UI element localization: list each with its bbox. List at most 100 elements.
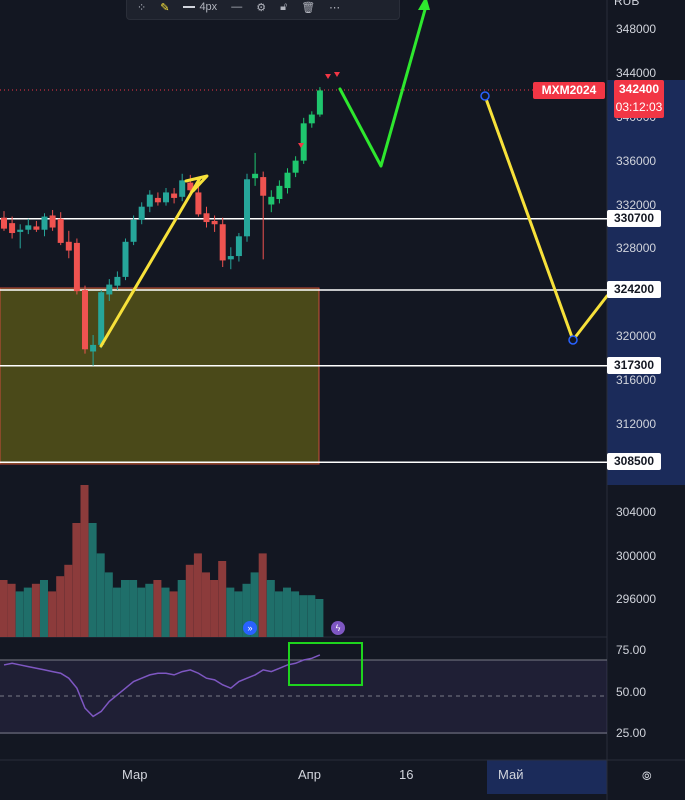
- time-axis-tick: Апр: [298, 767, 321, 782]
- candle-body[interactable]: [203, 213, 210, 223]
- candle-body[interactable]: [195, 192, 202, 215]
- more-icon[interactable]: ⋯: [329, 1, 341, 14]
- volume-bar: [145, 583, 154, 637]
- zigzag-handle[interactable]: [480, 91, 490, 101]
- candle-body[interactable]: [252, 173, 259, 179]
- candle-body[interactable]: [1, 217, 7, 229]
- candle-body[interactable]: [308, 114, 315, 124]
- candle-body[interactable]: [130, 219, 137, 242]
- candle-body[interactable]: [219, 224, 226, 261]
- rsi-axis-tick: 75.00: [616, 643, 647, 657]
- last-price: 342400: [618, 82, 660, 96]
- volume-bar: [56, 576, 65, 637]
- rsi-highlight-box[interactable]: [288, 642, 363, 686]
- candle-body[interactable]: [82, 290, 88, 350]
- candle-body[interactable]: [114, 276, 121, 286]
- last-price-tag: 342400 03:12:03: [614, 80, 664, 118]
- candle-body[interactable]: [73, 242, 80, 292]
- dividends-icon[interactable]: »: [243, 621, 257, 635]
- volume-bar: [31, 583, 40, 637]
- candle-body[interactable]: [268, 196, 275, 205]
- grid-icon[interactable]: ⁘: [137, 1, 147, 14]
- events-icon[interactable]: ϟ: [331, 621, 345, 635]
- volume-bar: [250, 572, 259, 637]
- rsi-line: [3, 654, 321, 718]
- volume-bar: [7, 583, 16, 637]
- volume-bar: [169, 591, 178, 637]
- volume-bar: [96, 553, 105, 637]
- signal-markers: [298, 72, 340, 148]
- rsi-band: [0, 660, 607, 734]
- settings-icon[interactable]: ⚙: [256, 1, 267, 14]
- candle-body[interactable]: [276, 185, 283, 200]
- pencil-icon[interactable]: ✎: [160, 1, 170, 14]
- candle-body[interactable]: [300, 123, 307, 161]
- level-price-tag: 317300: [607, 356, 661, 374]
- volume-bar: [210, 580, 219, 637]
- volume-bar: [258, 553, 267, 637]
- rsi-axis-tick: 50.00: [616, 684, 647, 699]
- candle-body[interactable]: [244, 179, 250, 237]
- volume-bar: [64, 564, 73, 637]
- volume-bar: [15, 591, 24, 637]
- green-forecast-path[interactable]: [338, 4, 428, 168]
- candle-body[interactable]: [106, 284, 113, 295]
- candle-body[interactable]: [33, 226, 40, 230]
- candle-body[interactable]: [187, 182, 194, 191]
- drawing-toolbar: ⁘ ✎ 4px — ⚙ 🔓︎ 🗑︎ ⋯: [126, 0, 400, 20]
- width-label: 4px: [199, 1, 218, 13]
- support-zone[interactable]: [0, 287, 320, 465]
- volume-bar: [193, 553, 202, 637]
- time-axis-tick: Мар: [122, 767, 148, 782]
- currency-label[interactable]: RUB: [614, 0, 640, 8]
- yellow-forecast-arrow[interactable]: [99, 174, 209, 348]
- candle-body[interactable]: [227, 256, 234, 260]
- candle-body[interactable]: [316, 90, 323, 115]
- trash-icon[interactable]: 🗑︎: [301, 1, 316, 14]
- volume-bar: [291, 591, 300, 637]
- zigzag-handle[interactable]: [568, 335, 578, 345]
- volume-bar: [299, 595, 308, 637]
- lock-icon[interactable]: 🔓︎: [280, 0, 288, 13]
- volume-bar: [185, 564, 194, 637]
- candle-body[interactable]: [138, 206, 145, 220]
- candle-body[interactable]: [260, 177, 267, 196]
- candle-body[interactable]: [163, 192, 169, 203]
- volume-bar: [137, 587, 146, 637]
- volume-bar: [242, 583, 251, 637]
- candle-body[interactable]: [25, 225, 32, 230]
- candle-body[interactable]: [65, 241, 72, 251]
- line-icon[interactable]: —: [231, 1, 243, 13]
- price-axis-tick: 296000: [616, 592, 657, 607]
- candle-body[interactable]: [235, 236, 242, 257]
- candle-body[interactable]: [211, 220, 218, 225]
- candle-body[interactable]: [90, 344, 97, 352]
- candle-body[interactable]: [98, 292, 105, 345]
- candle-body[interactable]: [284, 172, 291, 189]
- candle-body[interactable]: [17, 229, 24, 232]
- volume-bar: [161, 587, 170, 637]
- volume-bar: [274, 591, 283, 637]
- candle-body[interactable]: [49, 215, 56, 228]
- volume-bar: [315, 599, 324, 637]
- line-style-icon[interactable]: 4px: [183, 1, 217, 13]
- candle-body[interactable]: [154, 197, 161, 203]
- level-price-tag: 308500: [607, 453, 661, 471]
- candle-body[interactable]: [292, 160, 299, 173]
- scroll-to-realtime-icon[interactable]: ⦾: [642, 769, 652, 783]
- candle-body[interactable]: [57, 218, 64, 243]
- volume-bar: [104, 572, 113, 637]
- price-axis-tick: 344000: [616, 65, 657, 80]
- candle-body[interactable]: [122, 241, 129, 277]
- candle-body[interactable]: [146, 194, 153, 207]
- volume-bar: [177, 580, 186, 637]
- candle-body[interactable]: [9, 223, 16, 234]
- candle-body[interactable]: [179, 180, 186, 197]
- volume-bar: [307, 595, 316, 637]
- candle-body[interactable]: [171, 193, 178, 198]
- candle-body[interactable]: [41, 216, 48, 230]
- volume-bar: [202, 572, 210, 637]
- volume-bar: [112, 587, 121, 637]
- price-axis-tick: 336000: [616, 153, 657, 168]
